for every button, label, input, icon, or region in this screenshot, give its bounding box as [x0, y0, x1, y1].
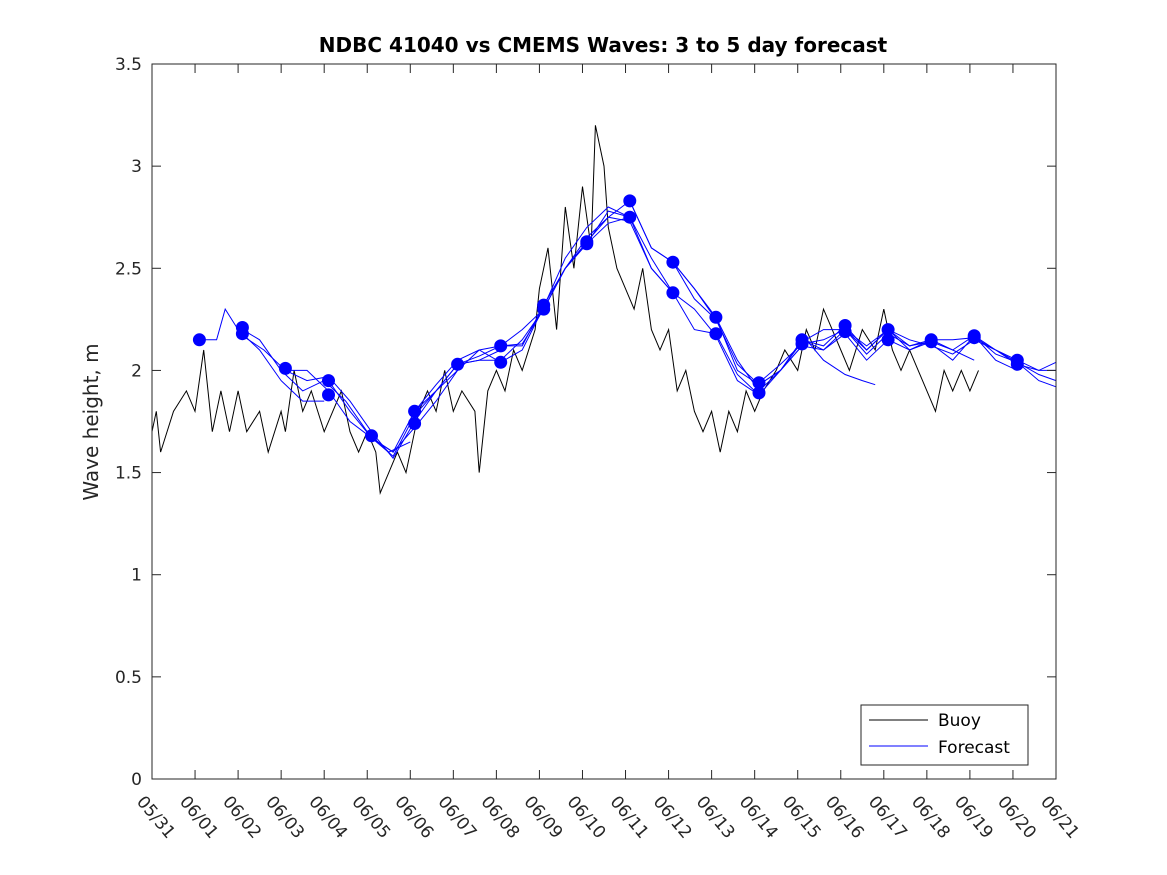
forecast-marker-28	[838, 325, 852, 339]
plot-area	[152, 64, 1056, 779]
forecast-marker-12	[494, 355, 508, 369]
legend-forecast-label: Forecast	[938, 738, 1010, 758]
forecast-marker-8	[408, 404, 422, 418]
forecast-marker-9	[408, 417, 422, 430]
forecast-marker-4	[278, 361, 292, 375]
forecast-line-12	[629, 200, 846, 392]
forecast-marker-21	[709, 310, 723, 324]
chart-title: NDBC 41040 vs CMEMS Waves: 3 to 5 day fo…	[319, 33, 888, 57]
y-tick-label-7: 3.5	[115, 55, 142, 75]
forecast-marker-3	[235, 327, 249, 341]
forecast-marker-24	[752, 386, 766, 400]
y-tick-label-0: 0	[131, 770, 142, 790]
y-tick-label-4: 2	[131, 361, 142, 381]
forecast-marker-10	[451, 357, 465, 371]
forecast-marker-19	[666, 255, 680, 269]
series-layer	[151, 125, 1057, 495]
forecast-marker-17	[623, 194, 637, 208]
y-tick-label-1: 0.5	[115, 668, 142, 688]
y-tick-label-2: 1	[131, 566, 142, 586]
forecast-line-20	[930, 334, 1057, 388]
forecast-marker-32	[924, 335, 938, 349]
legend: Buoy Forecast	[860, 704, 1029, 766]
legend-box	[860, 704, 1029, 766]
forecast-marker-16	[580, 237, 594, 251]
y-axis-label: Wave height, m	[79, 343, 103, 500]
forecast-marker-29	[881, 323, 895, 337]
forecast-line-15	[758, 328, 975, 384]
y-tick-label-5: 2.5	[115, 259, 142, 279]
forecast-line-5	[328, 308, 545, 453]
legend-buoy-label: Buoy	[938, 711, 981, 731]
forecast-marker-30	[881, 333, 895, 347]
forecast-marker-34	[967, 331, 981, 345]
forecast-marker-22	[709, 327, 723, 341]
forecast-marker-5	[322, 374, 335, 388]
forecast-marker-20	[666, 286, 680, 300]
axes-box	[151, 63, 1057, 780]
forecast-line-18	[805, 339, 876, 386]
forecast-marker-11	[494, 339, 508, 353]
forecast-line-7	[414, 206, 631, 412]
forecast-marker-6	[322, 388, 335, 402]
forecast-line-3	[242, 335, 459, 453]
forecast-marker-18	[623, 210, 637, 224]
y-tick-label-6: 3	[131, 157, 142, 177]
y-tick-label-3: 1.5	[115, 464, 142, 484]
forecast-line-9	[500, 200, 717, 347]
forecast-line-10	[543, 210, 760, 396]
forecast-marker-36	[1010, 357, 1024, 371]
forecast-line-11	[586, 216, 803, 396]
forecast-marker-14	[537, 302, 551, 316]
forecast-marker-7	[365, 429, 378, 443]
forecast-marker-26	[795, 337, 809, 351]
forecast-marker-1	[192, 333, 206, 347]
forecast-marker-23	[752, 376, 766, 390]
